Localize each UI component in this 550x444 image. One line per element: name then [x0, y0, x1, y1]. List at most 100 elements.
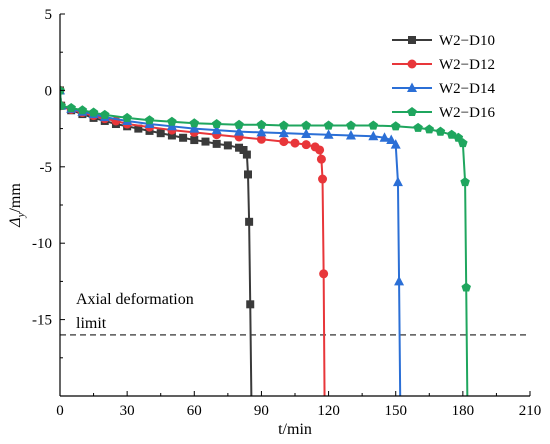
data-point [244, 170, 252, 179]
data-point [301, 140, 311, 150]
data-point [122, 112, 132, 122]
data-point [323, 129, 334, 139]
data-point [368, 130, 379, 141]
data-point [256, 126, 267, 137]
data-point [435, 126, 446, 136]
data-point [234, 119, 244, 129]
data-point [256, 119, 267, 129]
y-axis-label-sub: y [15, 212, 27, 218]
data-point [201, 137, 210, 146]
data-point [390, 139, 401, 149]
tick-marks [59, 13, 531, 396]
legend-item: W2−D16 [392, 105, 495, 121]
data-point [345, 129, 356, 140]
data-point [156, 129, 165, 138]
data-point [453, 132, 464, 142]
data-point [301, 128, 312, 138]
data-point [144, 115, 155, 125]
data-point [290, 138, 300, 148]
x-tick-label: 150 [384, 403, 407, 419]
y-tick-label: -5 [40, 160, 53, 176]
data-point [60, 100, 66, 110]
x-tick-label: 0 [56, 403, 64, 419]
legend-item: W2−D14 [392, 81, 495, 97]
data-point [392, 176, 403, 187]
data-point [256, 134, 266, 144]
data-point [413, 122, 423, 132]
data-point [242, 150, 251, 159]
legend: W2−D10 W2−D12 W2−D14 W2−D16 [392, 33, 495, 121]
data-point [235, 143, 244, 152]
data-point [167, 116, 177, 126]
data-point [394, 275, 405, 286]
x-tick-label: 180 [452, 403, 475, 419]
data-point [211, 119, 222, 129]
data-point [190, 136, 199, 145]
y-tick-label: 5 [45, 7, 53, 23]
data-point [179, 133, 188, 142]
legend-label: W2−D14 [439, 81, 495, 97]
data-point [460, 177, 470, 187]
y-tick-label: 0 [45, 83, 53, 99]
data-point [315, 145, 325, 155]
y-axis-label-main: Δ [7, 217, 24, 227]
data-point [234, 126, 245, 136]
data-point [316, 154, 326, 164]
data-point [212, 139, 221, 148]
data-point [346, 120, 356, 130]
legend-swatch-marker [407, 107, 417, 117]
data-point [66, 102, 76, 113]
y-tick-label: -15 [32, 313, 52, 329]
legend-label: W2−D10 [439, 33, 495, 49]
x-tick-label: 60 [187, 403, 202, 419]
x-tick-label: 210 [519, 403, 542, 419]
data-point [167, 131, 176, 140]
data-point [239, 145, 248, 154]
y-tick-label: -10 [32, 236, 52, 252]
tick-labels: 0 30 60 90 120 150 180 210 5 0 -5 -10 -15 [32, 7, 541, 419]
x-axis-label: t/min [278, 421, 312, 438]
data-point [100, 109, 110, 119]
y-axis-label-unit: /mm [7, 183, 24, 213]
data-point [189, 123, 200, 133]
data-point [424, 124, 435, 134]
data-point [390, 121, 401, 131]
series-4 [60, 85, 471, 396]
x-tick-label: 120 [317, 403, 340, 419]
legend-swatch-marker [408, 36, 416, 44]
data-point [223, 141, 232, 150]
legend-label: W2−D12 [439, 57, 495, 73]
data-point [301, 120, 311, 130]
y-axis-label: Δy/mm [7, 183, 27, 228]
data-point [379, 132, 390, 142]
reference-line-label-line2: limit [76, 315, 107, 332]
data-point [458, 138, 468, 148]
data-point [134, 124, 143, 133]
data-point [323, 120, 334, 130]
data-point [88, 107, 99, 117]
data-point [189, 118, 200, 128]
legend-item: W2−D12 [392, 57, 495, 73]
data-point [386, 134, 397, 145]
data-point [279, 137, 289, 147]
data-point [461, 282, 471, 292]
data-point [211, 124, 222, 135]
legend-swatch-marker [407, 82, 417, 92]
data-point [319, 269, 329, 279]
x-tick-label: 90 [254, 403, 269, 419]
data-point [77, 105, 88, 115]
legend-item: W2−D10 [392, 33, 495, 49]
series-layer [60, 84, 471, 396]
data-point [246, 300, 255, 309]
data-point [278, 127, 289, 138]
data-point [279, 120, 289, 130]
x-tick-label: 30 [120, 403, 135, 419]
data-point [245, 217, 254, 226]
data-point [368, 120, 379, 130]
legend-swatch-marker [407, 59, 417, 69]
series-3 [60, 84, 405, 396]
data-point [318, 174, 328, 184]
legend-label: W2−D16 [439, 105, 495, 121]
series-1 [60, 86, 255, 396]
